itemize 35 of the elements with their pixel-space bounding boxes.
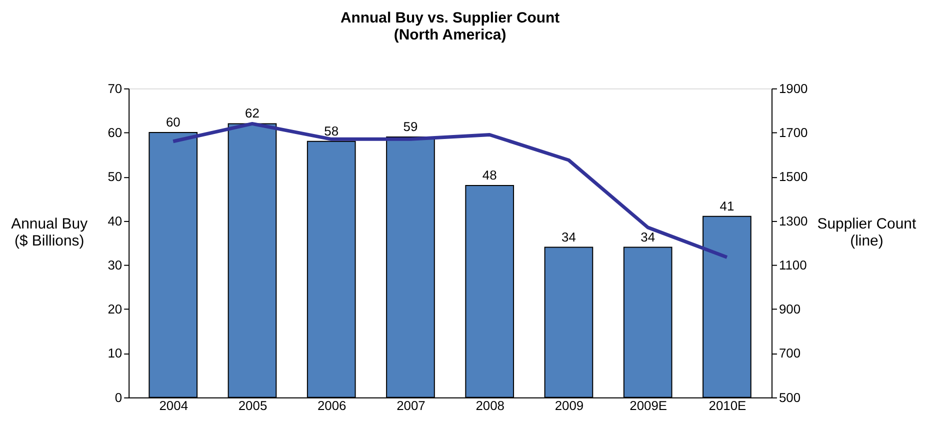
data-label: 48 — [482, 168, 497, 183]
data-label: 41 — [720, 198, 734, 214]
y-tick-label: 10 — [108, 346, 122, 361]
y2-tick-label: 1900 — [778, 80, 808, 96]
data-label: 58 — [324, 123, 339, 138]
y2-tick-label: 1300 — [778, 213, 808, 228]
data-label: 62 — [245, 106, 260, 121]
y2-tick-label: 900 — [778, 302, 801, 317]
y-tick-label: 70 — [108, 80, 122, 96]
y2-tick-label: 700 — [778, 346, 801, 361]
data-label: 60 — [166, 114, 180, 130]
y2-tick-label: 500 — [778, 390, 801, 405]
y2-axis-title: Supplier Count (line) — [817, 215, 917, 250]
x-tick-label: 2010E — [708, 398, 747, 413]
y2-tick-label: 1100 — [778, 257, 807, 272]
x-tick-label: 2007 — [396, 398, 426, 413]
x-tick-label: 2005 — [238, 398, 268, 413]
x-tick-label: 2009 — [554, 398, 584, 413]
data-label: 34 — [562, 229, 576, 244]
y2-tick-label: 1500 — [778, 169, 808, 184]
y-tick-label: 40 — [108, 213, 122, 228]
x-tick-label: 2004 — [159, 398, 188, 413]
y-tick-label: 0 — [114, 390, 122, 405]
y-tick-label: 20 — [108, 302, 122, 317]
chart-title: Annual Buy vs. Supplier Count (North America) — [340, 10, 560, 44]
x-tick-label: 2006 — [317, 398, 346, 413]
x-tick-label: 2009E — [630, 398, 668, 413]
y-tick-label: 30 — [108, 257, 122, 272]
y-axis-title: Annual Buy ($ Billions) — [11, 215, 88, 250]
y-tick-label: 50 — [108, 169, 122, 184]
data-label: 59 — [403, 118, 418, 134]
y-tick-label: 60 — [108, 125, 122, 140]
data-label: 34 — [640, 229, 656, 244]
y2-tick-label: 1700 — [778, 125, 808, 140]
x-tick-label: 2008 — [476, 398, 504, 413]
